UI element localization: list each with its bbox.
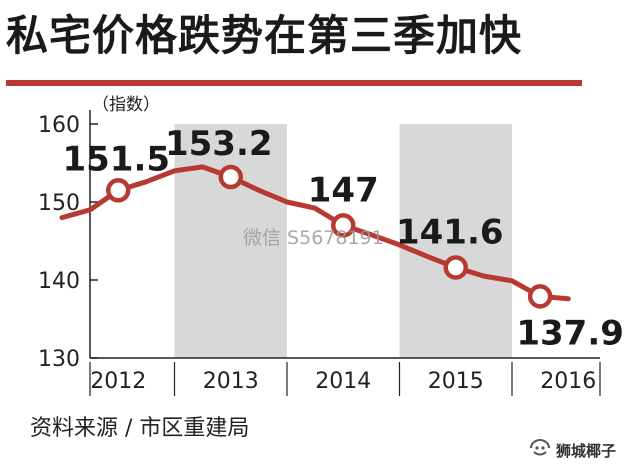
index-line	[59, 164, 571, 302]
y-tick-label: 160	[38, 113, 80, 138]
y-tick-label: 140	[38, 269, 80, 294]
data-point	[106, 178, 131, 203]
year-band-2013	[174, 124, 287, 358]
data-label: 147	[308, 170, 379, 210]
data-label: 141.6	[396, 213, 504, 253]
year-bands	[174, 124, 512, 358]
chart-title: 私宅价格跌势在第三季加快	[6, 11, 523, 60]
x-tick-label: 2015	[428, 369, 484, 394]
data-label: 137.9	[516, 313, 624, 353]
y-tick-label: 150	[38, 191, 80, 216]
highlighted-points	[106, 164, 553, 309]
title-underline	[6, 80, 582, 86]
x-tick-label: 2014	[315, 369, 371, 394]
data-point	[331, 213, 356, 238]
watermark-text: 微信 S5678191	[243, 227, 384, 249]
source-note: 资料来源 / 市区重建局	[30, 416, 250, 441]
y-axis-label: （指数）	[92, 95, 160, 115]
year-band-2015	[399, 124, 512, 358]
x-tick-label: 2016	[540, 369, 596, 394]
logo-text: 狮城椰子	[556, 442, 617, 460]
series-line	[59, 164, 571, 302]
y-tick-label: 130	[38, 347, 80, 372]
data-label: 153.2	[165, 124, 273, 164]
axes: 130 140 150 160 （指数） 2012 2013 2014 2015 2016	[38, 95, 601, 396]
x-tick-label: 2012	[90, 369, 146, 394]
wechat-logo-icon	[530, 438, 550, 456]
x-tick-label: 2013	[203, 369, 259, 394]
data-point	[443, 255, 468, 280]
data-point	[527, 284, 553, 309]
data-point	[218, 164, 243, 190]
data-label: 151.5	[62, 139, 170, 179]
